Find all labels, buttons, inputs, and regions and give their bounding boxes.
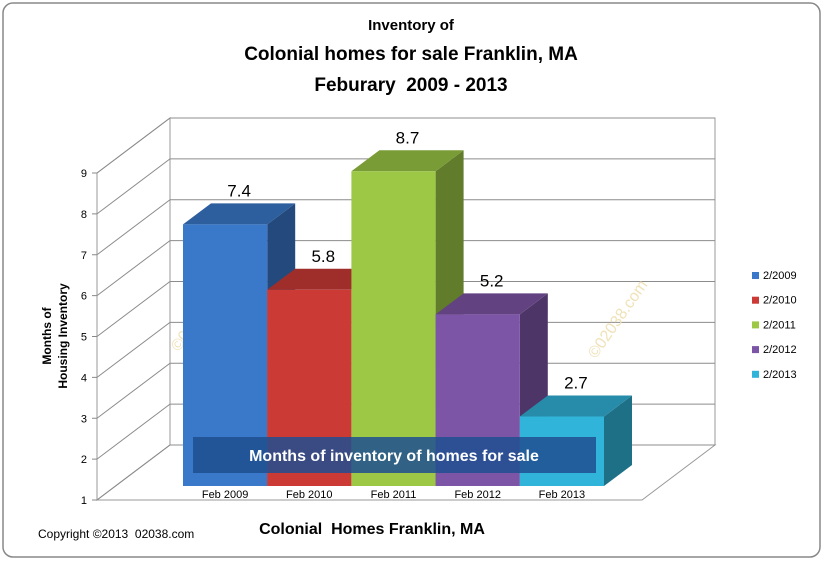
chart-title: Feburary 2009 - 2013 — [314, 75, 507, 96]
x-tick-label: Feb 2011 — [371, 489, 417, 501]
footnote: Copyright ©2013 02038.com — [38, 527, 194, 541]
legend-swatch — [752, 272, 759, 279]
x-tick-label: Feb 2010 — [286, 489, 332, 501]
data-label: 2.7 — [564, 374, 588, 393]
y-tick-label: 4 — [81, 372, 87, 384]
x-tick-label: Feb 2013 — [539, 489, 585, 501]
grid-line — [96, 158, 715, 215]
bar-top — [351, 150, 464, 172]
annotation: Months of inventory of homes for sale — [249, 448, 539, 465]
bar-top — [519, 395, 632, 417]
grid-line — [96, 199, 715, 256]
x-tick-label: Feb 2009 — [202, 489, 248, 501]
y-tick-label: 3 — [81, 413, 87, 425]
legend-label: 2/2013 — [763, 369, 797, 381]
y-tick-label: 1 — [81, 495, 87, 507]
y-tick-label: 2 — [81, 454, 87, 466]
legend-label: 2/2011 — [763, 319, 796, 331]
y-tick-label: 7 — [81, 250, 87, 262]
legend-label: 2/2010 — [763, 295, 797, 307]
data-label: 5.2 — [480, 271, 504, 290]
x-axis-label: Colonial Homes Franklin, MA — [259, 521, 485, 538]
chart-title: Inventory of — [368, 17, 455, 34]
bar-side — [604, 395, 632, 486]
y-tick-label: 5 — [81, 332, 87, 344]
data-label: 7.4 — [227, 181, 251, 200]
x-tick-label: Feb 2012 — [454, 489, 500, 501]
data-label: 8.7 — [396, 128, 420, 147]
legend-swatch — [752, 296, 759, 304]
bar-top — [435, 293, 548, 315]
plot-area: 123456789©02038.com©02038.com7.45.88.75.… — [81, 116, 797, 507]
bar — [351, 171, 436, 486]
data-label: 5.8 — [311, 247, 335, 266]
y-tick-label: 6 — [81, 291, 87, 303]
legend-swatch — [752, 346, 759, 354]
grid-line — [96, 240, 715, 297]
legend-label: 2/2009 — [763, 270, 797, 282]
legend-swatch — [752, 370, 759, 378]
y-axis-label: Months of — [40, 306, 54, 364]
legend-label: 2/2012 — [763, 344, 797, 356]
legend-swatch — [752, 321, 759, 329]
bar-top — [267, 268, 380, 290]
y-tick-label: 9 — [81, 168, 87, 180]
grid-line — [96, 281, 715, 337]
bar-top — [183, 203, 296, 225]
y-axis-label: Housing Inventory — [56, 283, 70, 389]
y-tick-label: 8 — [81, 209, 87, 221]
chart-title: Colonial homes for sale Franklin, MA — [244, 44, 578, 65]
annotation-box — [193, 437, 596, 473]
grid-line — [96, 117, 715, 174]
